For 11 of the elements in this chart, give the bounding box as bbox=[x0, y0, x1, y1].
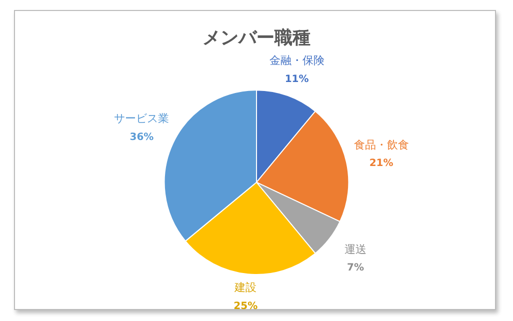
slice-label: 食品・飲食 bbox=[354, 138, 409, 152]
slice-label: 建設 bbox=[234, 281, 257, 294]
data-label: 25% bbox=[234, 300, 258, 312]
slice-label: 金融・保険 bbox=[269, 54, 324, 68]
slice-label: 運送 bbox=[344, 242, 366, 256]
data-label: 11% bbox=[284, 74, 309, 85]
slice-label: サービス業 bbox=[114, 112, 170, 126]
data-label: 21% bbox=[369, 158, 394, 169]
data-label: 36% bbox=[130, 132, 154, 143]
chart-title: メンバー職種 bbox=[202, 27, 310, 48]
data-label: 7% bbox=[346, 262, 364, 274]
